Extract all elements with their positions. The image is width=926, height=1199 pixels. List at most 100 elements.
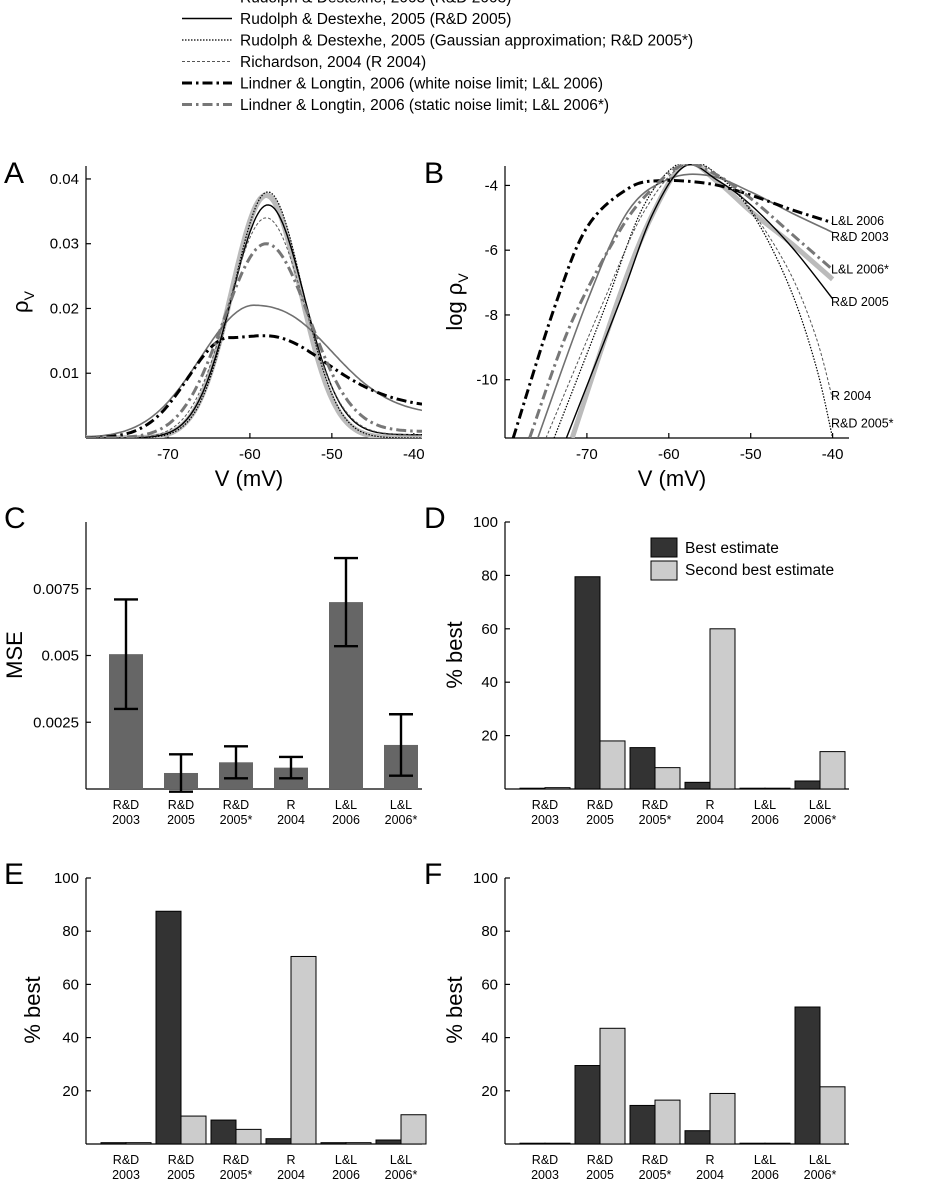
panel-b-curve-label-0: L&L 2006 (831, 214, 884, 228)
panel-b-xtick-label-3: -40 (822, 446, 844, 463)
panel-a-y-label: ρV (8, 290, 37, 313)
panel-f-category-label-2-0: R&D (642, 1153, 668, 1167)
panel-d-category-label-2-1: 2005* (639, 813, 672, 827)
panel-e-ytick-label-0: 20 (62, 1083, 79, 1100)
bar-legend-second-label: Second best estimate (685, 562, 834, 579)
bar-legend-second-swatch (650, 560, 678, 581)
panel-d-category-label-0-1: 2003 (531, 813, 559, 827)
bar-e-best-estimate-2 (210, 1119, 237, 1145)
panel-c-category-label-1-1: 2005 (167, 813, 195, 827)
panel-a: 0.01 0.02 0.03 0.04 -70 -60 -50 -40 V (mV) AρV (4, 157, 425, 491)
panel-e-ytick-label-1: 40 (62, 1030, 79, 1047)
panel-c-category-label-1-0: R&D (168, 798, 194, 812)
series-a-experimental (86, 192, 422, 438)
panel-c-y-label: MSE (2, 631, 27, 679)
panel-label-b: B (424, 157, 444, 190)
bar-d-second-best-estimate-1 (599, 740, 626, 790)
panel-b-xtick-label-2: -50 (740, 446, 762, 463)
bar-d-best-estimate-5 (794, 780, 821, 790)
panel-b-y-label: log ρV (442, 273, 471, 331)
panel-d-ytick-label-0: 20 (481, 728, 498, 745)
panel-d-category-label-4-0: L&L (754, 798, 776, 812)
panel-c-category-label-4-0: L&L (335, 798, 357, 812)
panel-d-ytick-label-2: 60 (481, 621, 498, 638)
panel-e-category-label-5-0: L&L (390, 1153, 412, 1167)
panel-c: 0.00250.0050.0075R&D2003R&D2005R&D2005*R… (2, 502, 422, 827)
panel-a-xtick-label-3: -40 (403, 446, 425, 463)
bar-e-best-estimate-3 (265, 1138, 292, 1145)
bar-d-best-estimate-3 (684, 781, 711, 790)
panel-d-category-label-5-0: L&L (809, 798, 831, 812)
panel-d-y-label: % best (442, 621, 467, 688)
panel-c-category-label-2-0: R&D (223, 798, 249, 812)
panel-e-category-label-3-1: 2004 (277, 1168, 305, 1182)
bar-f-second-best-estimate-1 (599, 1027, 626, 1145)
panel-e-category-label-2-0: R&D (223, 1153, 249, 1167)
bar-f-second-best-estimate-3 (709, 1092, 736, 1145)
bar-d-second-best-estimate-2 (654, 767, 681, 790)
panel-f-ytick-label-0: 20 (481, 1083, 498, 1100)
panel-c-category-label-3-0: R (286, 798, 295, 812)
panel-d-category-label-3-0: R (705, 798, 714, 812)
series-a-landl-2006-star (86, 242, 422, 438)
panel-f-category-label-2-1: 2005* (639, 1168, 672, 1182)
panel-b-ytick-label-0: -10 (476, 372, 498, 389)
panel-e-category-label-0-0: R&D (113, 1153, 139, 1167)
panel-f-category-label-4-1: 2006 (751, 1168, 779, 1182)
panel-f-category-label-0-1: 2003 (531, 1168, 559, 1182)
panel-d-category-label-1-0: R&D (587, 798, 613, 812)
series-b-r-2004 (545, 164, 834, 438)
panel-b-curve-label-4: R 2004 (831, 389, 871, 403)
series-a-randd-2003 (86, 304, 422, 438)
legend-label-3: Richardson, 2004 (R 2004) (240, 54, 426, 71)
bar-e-second-best-estimate-4 (345, 1142, 372, 1145)
panel-e-category-label-4-1: 2006 (332, 1168, 360, 1182)
series-b-randd-2005-star (553, 164, 834, 438)
bar-f-second-best-estimate-2 (654, 1099, 681, 1145)
bar-d-second-best-estimate-0 (544, 787, 571, 790)
panel-d-category-label-2-0: R&D (642, 798, 668, 812)
panel-f: 20406080100R&D2003R&D2005R&D2005*R2004L&… (424, 858, 849, 1182)
panel-a-xtick-label-2: -50 (321, 446, 343, 463)
bar-e-second-best-estimate-5 (400, 1114, 427, 1145)
panel-a-xtick-label-1: -60 (239, 446, 261, 463)
bar-d-second-best-estimate-3 (709, 628, 736, 790)
panel-e-y-label: % best (20, 976, 45, 1043)
panel-a-ytick-label-1: 0.02 (50, 300, 79, 317)
panel-d-category-label-5-1: 2006* (804, 813, 837, 827)
panel-b-xtick-label-1: -60 (658, 446, 680, 463)
bar-f-best-estimate-5 (794, 1006, 821, 1145)
panel-label-c: C (4, 502, 26, 535)
panel-b-ytick-label-3: -4 (485, 177, 498, 194)
panel-e-ytick-label-3: 80 (62, 923, 79, 940)
panel-b-ytick-label-1: -8 (485, 307, 498, 324)
panel-c-category-label-0-1: 2003 (112, 813, 140, 827)
panel-c-category-label-5-1: 2006* (385, 813, 418, 827)
panel-a-ytick-label-3: 0.04 (50, 171, 79, 188)
bar-e-second-best-estimate-3 (290, 955, 317, 1145)
panel-label-d: D (424, 502, 446, 535)
bar-d-second-best-estimate-5 (819, 751, 846, 790)
panel-c-category-label-3-1: 2004 (277, 813, 305, 827)
panel-e: 20406080100R&D2003R&D2005R&D2005*R2004L&… (4, 858, 427, 1182)
bar-f-best-estimate-1 (574, 1065, 601, 1145)
bar-e-best-estimate-5 (375, 1139, 402, 1145)
panel-a-series (86, 191, 422, 438)
series-b-randd-2003 (537, 173, 833, 438)
bar-f-best-estimate-3 (684, 1130, 711, 1145)
panel-c-ytick-label-1: 0.005 (41, 648, 79, 665)
panel-f-category-label-3-0: R (705, 1153, 714, 1167)
bar-f-best-estimate-2 (629, 1104, 656, 1145)
bar-e-best-estimate-4 (320, 1142, 347, 1145)
bar-f-second-best-estimate-5 (819, 1086, 846, 1145)
series-b-randd-2005 (565, 164, 834, 438)
panel-f-y-label: % best (442, 976, 467, 1043)
panel-label-e: E (4, 858, 24, 891)
line-legend: Rudolph & Destexhe, 2003 (R&D 2003) Rudol… (182, 0, 693, 114)
bar-legend-best-swatch (650, 537, 678, 558)
bar-d-best-estimate-0 (519, 787, 546, 790)
bar-legend-best-label: Best estimate (685, 540, 779, 557)
panel-e-category-label-5-1: 2006* (385, 1168, 418, 1182)
panel-b-x-label: V (mV) (638, 466, 706, 491)
